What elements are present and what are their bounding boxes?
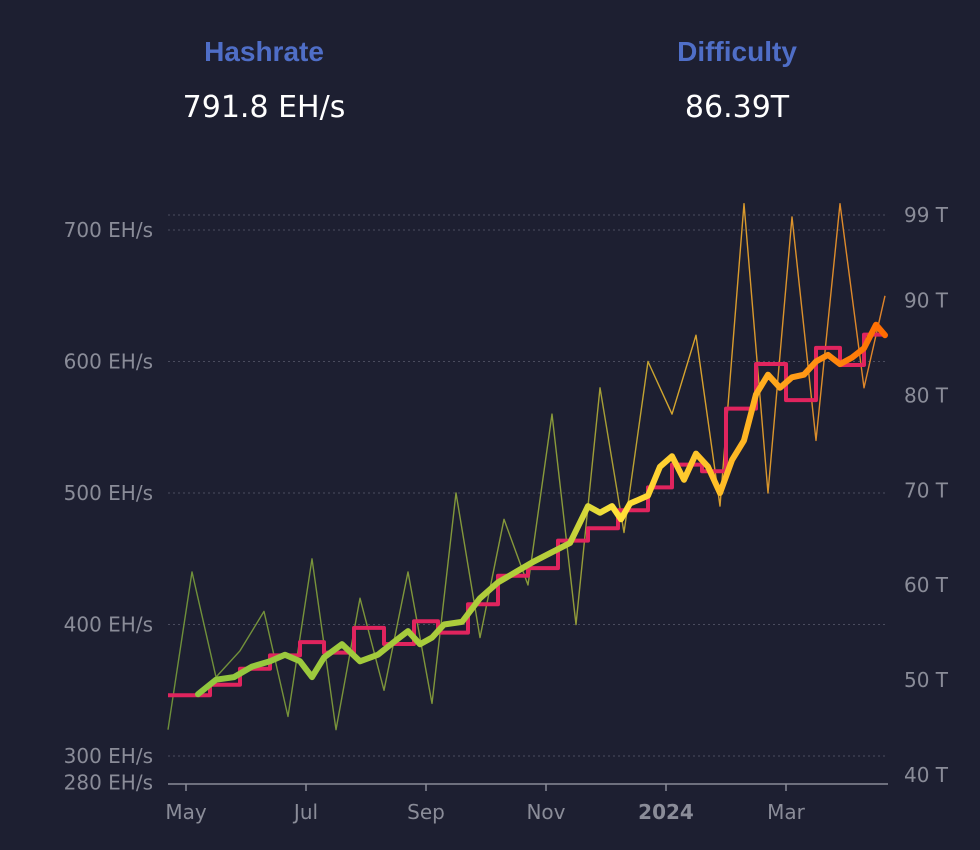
difficulty-stat: Difficulty 86.39T (577, 36, 897, 125)
x-tick-label: May (165, 800, 207, 824)
y-left-tick-label: 500 EH/s (64, 481, 153, 505)
hashrate-stat: Hashrate 791.8 EH/s (104, 36, 424, 125)
x-tick-label: Sep (407, 800, 445, 824)
difficulty-value: 86.39T (684, 90, 790, 125)
series (167, 202, 888, 731)
y-right-tick-label: 80 T (904, 383, 949, 407)
hashrate-value: 791.8 EH/s (182, 90, 346, 125)
y-right-tick-label: 90 T (904, 288, 949, 312)
y-left-tick-label: 600 EH/s (64, 350, 153, 374)
y-right-tick-label: 50 T (904, 668, 949, 692)
y-right-tick-label: 40 T (904, 763, 949, 787)
x-tick-label: 2024 (638, 800, 694, 824)
hashrate-label: Hashrate (204, 36, 324, 67)
y-right-tick-label: 70 T (904, 478, 949, 502)
x-tick-label: Jul (292, 800, 318, 824)
hashrate-average-line (195, 321, 888, 698)
grid-lines (168, 214, 888, 757)
y-left-tick-label: 400 EH/s (64, 613, 153, 637)
y-left-tick-label: 300 EH/s (64, 744, 153, 768)
y-right-tick-label: 99 T (904, 203, 949, 227)
y-left-tick-label: 280 EH/s (64, 770, 153, 794)
x-tick-label: Nov (526, 800, 565, 824)
y-left-tick-label: 700 EH/s (64, 218, 153, 242)
difficulty-step-line (168, 332, 885, 698)
hashrate-daily-line (167, 202, 886, 731)
x-tick-label: Mar (767, 800, 806, 824)
y-right-tick-label: 60 T (904, 573, 949, 597)
difficulty-label: Difficulty (677, 36, 797, 67)
